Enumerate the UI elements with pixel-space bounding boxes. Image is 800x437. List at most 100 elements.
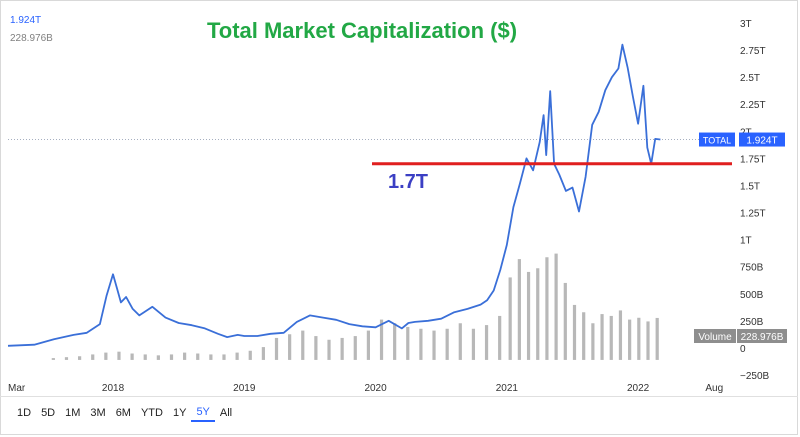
axis-badges: TOTAL 1.924T Volume 228.976B — [694, 132, 787, 343]
chart-title: Total Market Capitalization ($) — [207, 18, 517, 43]
volume-bar — [498, 315, 502, 360]
y-tick-label-9: 750B — [740, 263, 764, 274]
volume-bar — [235, 352, 239, 360]
volume-bar — [517, 259, 521, 360]
volume-badge-label: Volume — [698, 332, 732, 343]
x-tick-label-2: 2019 — [233, 383, 256, 394]
y-tick-label-10: 500B — [740, 290, 764, 301]
range-button-5y[interactable]: 5Y — [191, 404, 215, 422]
volume-bar — [379, 319, 384, 360]
range-button-5d[interactable]: 5D — [41, 407, 56, 419]
volume-bar — [288, 334, 292, 360]
range-button-ytd[interactable]: YTD — [140, 407, 163, 419]
volume-bar — [301, 330, 305, 360]
volume-bar — [353, 336, 357, 360]
volume-bar — [536, 268, 540, 360]
volume-bar — [646, 321, 650, 360]
x-axis: Mar 2018 2019 2020 2021 2022 Aug — [8, 383, 723, 394]
volume-bar — [445, 328, 449, 360]
y-tick-label-1: 2.75T — [740, 46, 766, 57]
y-tick-label-13: −250B — [740, 371, 770, 382]
volume-bar — [183, 352, 187, 360]
volume-bar — [340, 337, 344, 360]
range-button-1d[interactable]: 1D — [17, 407, 32, 419]
x-tick-label-5: 2022 — [627, 383, 650, 394]
volume-bar — [554, 253, 558, 360]
y-axis: 3T2.75T2.5T2.25T2T1.75T1.5T1.25T1T750B50… — [740, 19, 770, 382]
range-button-1y[interactable]: 1Y — [172, 407, 187, 419]
range-button-all[interactable]: All — [219, 407, 233, 419]
total-badge-value-bg — [739, 132, 785, 147]
x-tick-label-4: 2021 — [496, 383, 519, 394]
y-tick-label-7: 1.25T — [740, 209, 766, 220]
x-tick-label-1: 2018 — [102, 383, 125, 394]
volume-bar — [78, 356, 82, 360]
volume-bar — [209, 354, 213, 360]
header-last-value: 1.924T — [10, 15, 41, 26]
volume-bar — [274, 337, 279, 360]
total-badge-label-bg — [699, 132, 735, 147]
volume-bar — [51, 358, 55, 360]
x-tick-label-6: Aug — [705, 383, 723, 394]
x-tick-label-0: Mar — [8, 383, 26, 394]
volume-bar — [130, 353, 134, 360]
y-tick-label-11: 250B — [740, 317, 764, 328]
volume-bar — [582, 312, 586, 360]
volume-bar — [432, 330, 436, 360]
range-separator — [0, 396, 798, 397]
range-button-3m[interactable]: 3M — [90, 407, 106, 419]
annotation-group: 1.7T — [372, 162, 732, 193]
volume-bar — [156, 355, 160, 360]
volume-badge-value: 228.976B — [741, 332, 784, 343]
volume-bar — [419, 328, 423, 360]
y-tick-label-5: 1.75T — [740, 154, 766, 165]
volume-bar — [104, 352, 108, 360]
volume-bar — [628, 319, 632, 360]
volume-badge-label-bg — [694, 329, 736, 343]
annotation-label-0: 1.7T — [388, 171, 428, 193]
volume-bar — [484, 325, 489, 360]
volume-bar — [600, 314, 604, 360]
volume-bar — [526, 271, 531, 360]
range-button-1m[interactable]: 1M — [65, 407, 81, 419]
y-tick-label-3: 2.25T — [740, 100, 766, 111]
volume-bar — [618, 310, 623, 360]
range-selector: 1D 5D 1M 3M 6M YTD 1Y 5Y All — [12, 402, 237, 424]
x-tick-label-3: 2020 — [364, 383, 387, 394]
volume-bar — [196, 353, 200, 360]
volume-bar — [327, 339, 331, 360]
volume-bar — [637, 317, 641, 360]
volume-bar — [406, 326, 410, 360]
total-badge-value: 1.924T — [746, 136, 777, 147]
volume-bar — [471, 328, 476, 360]
volume-bar — [572, 304, 577, 360]
volume-bar — [545, 257, 549, 360]
volume-bar — [222, 354, 226, 360]
volume-bar — [143, 354, 147, 360]
volume-bar — [117, 351, 121, 360]
range-button-6m[interactable]: 6M — [115, 407, 131, 419]
y-tick-label-2: 2.5T — [740, 73, 760, 84]
volume-bar — [508, 277, 512, 360]
volume-badge-value-bg — [737, 329, 787, 343]
header-last-volume: 228.976B — [10, 33, 53, 44]
volume-bar — [393, 323, 397, 360]
y-tick-label-12: 0 — [740, 344, 746, 355]
total-badge-label: TOTAL — [703, 136, 731, 146]
volume-bar — [458, 323, 462, 360]
volume-bar — [261, 347, 265, 360]
volume-bar — [655, 317, 659, 360]
price-line[interactable] — [7, 43, 661, 347]
y-tick-label-0: 3T — [740, 19, 752, 30]
volume-bars — [51, 253, 659, 360]
volume-bar — [366, 330, 370, 360]
volume-bar — [591, 323, 595, 360]
y-tick-label-8: 1T — [740, 236, 752, 247]
volume-bar — [563, 282, 567, 360]
volume-bar — [248, 350, 252, 360]
volume-bar — [169, 354, 174, 360]
volume-bar — [609, 315, 613, 360]
volume-bar — [314, 336, 318, 360]
